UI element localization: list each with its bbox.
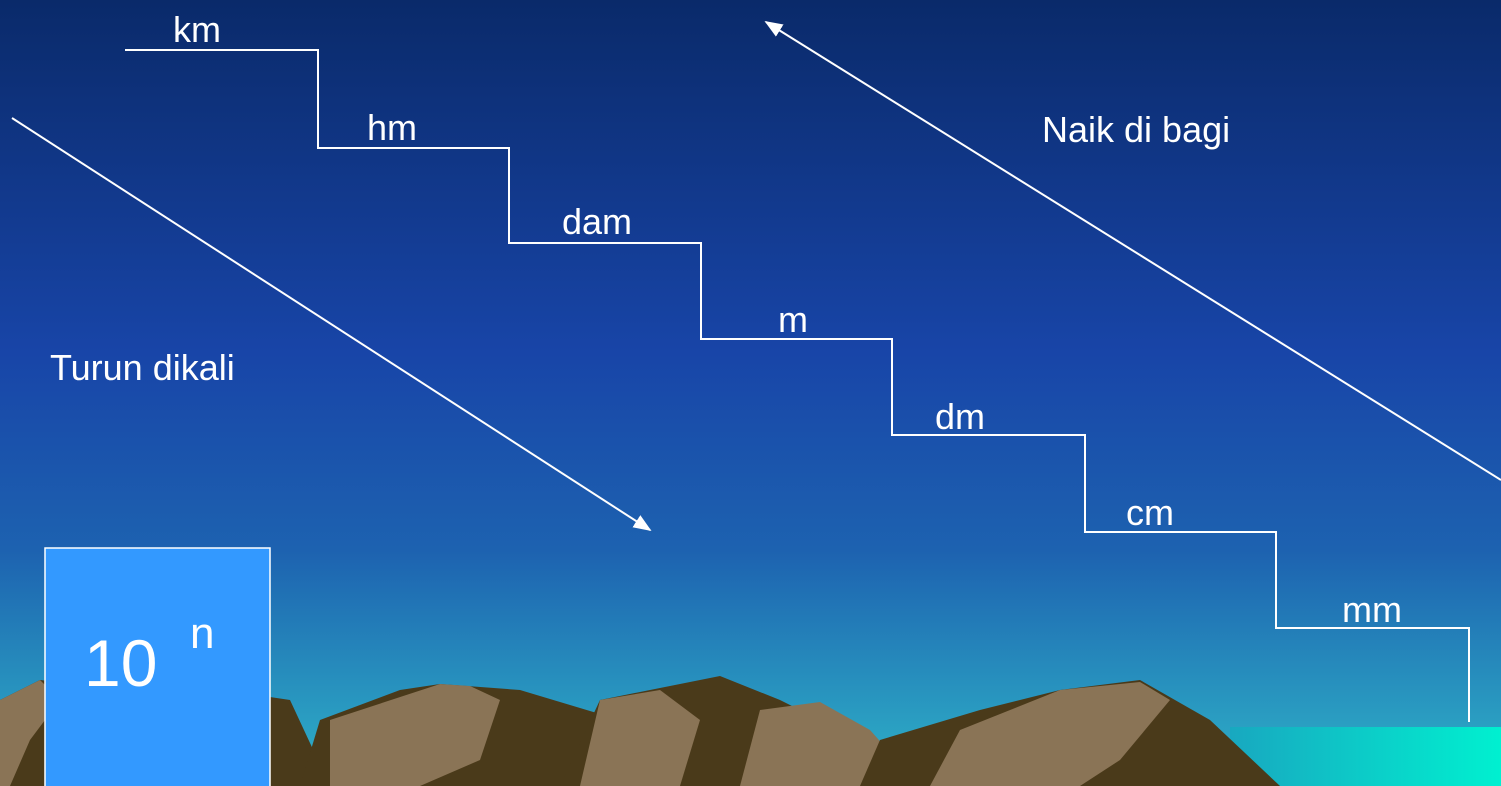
power-exponent: n [190, 609, 214, 658]
step-label: cm [1126, 492, 1174, 533]
down-label: Turun dikali [50, 347, 235, 388]
power-base: 10 [84, 626, 157, 700]
step-label: dam [562, 201, 632, 242]
water [1230, 727, 1501, 786]
power-box [45, 548, 270, 786]
up-label: Naik di bagi [1042, 109, 1230, 150]
step-label: m [778, 299, 808, 340]
step-label: mm [1342, 589, 1402, 630]
step-label: km [173, 9, 221, 50]
slide: km hm dam m dm cm mm Turun dikali Naik d… [0, 0, 1501, 786]
page: km hm dam m dm cm mm Turun dikali Naik d… [0, 0, 1501, 786]
step-label: dm [935, 396, 985, 437]
step-label: hm [367, 107, 417, 148]
